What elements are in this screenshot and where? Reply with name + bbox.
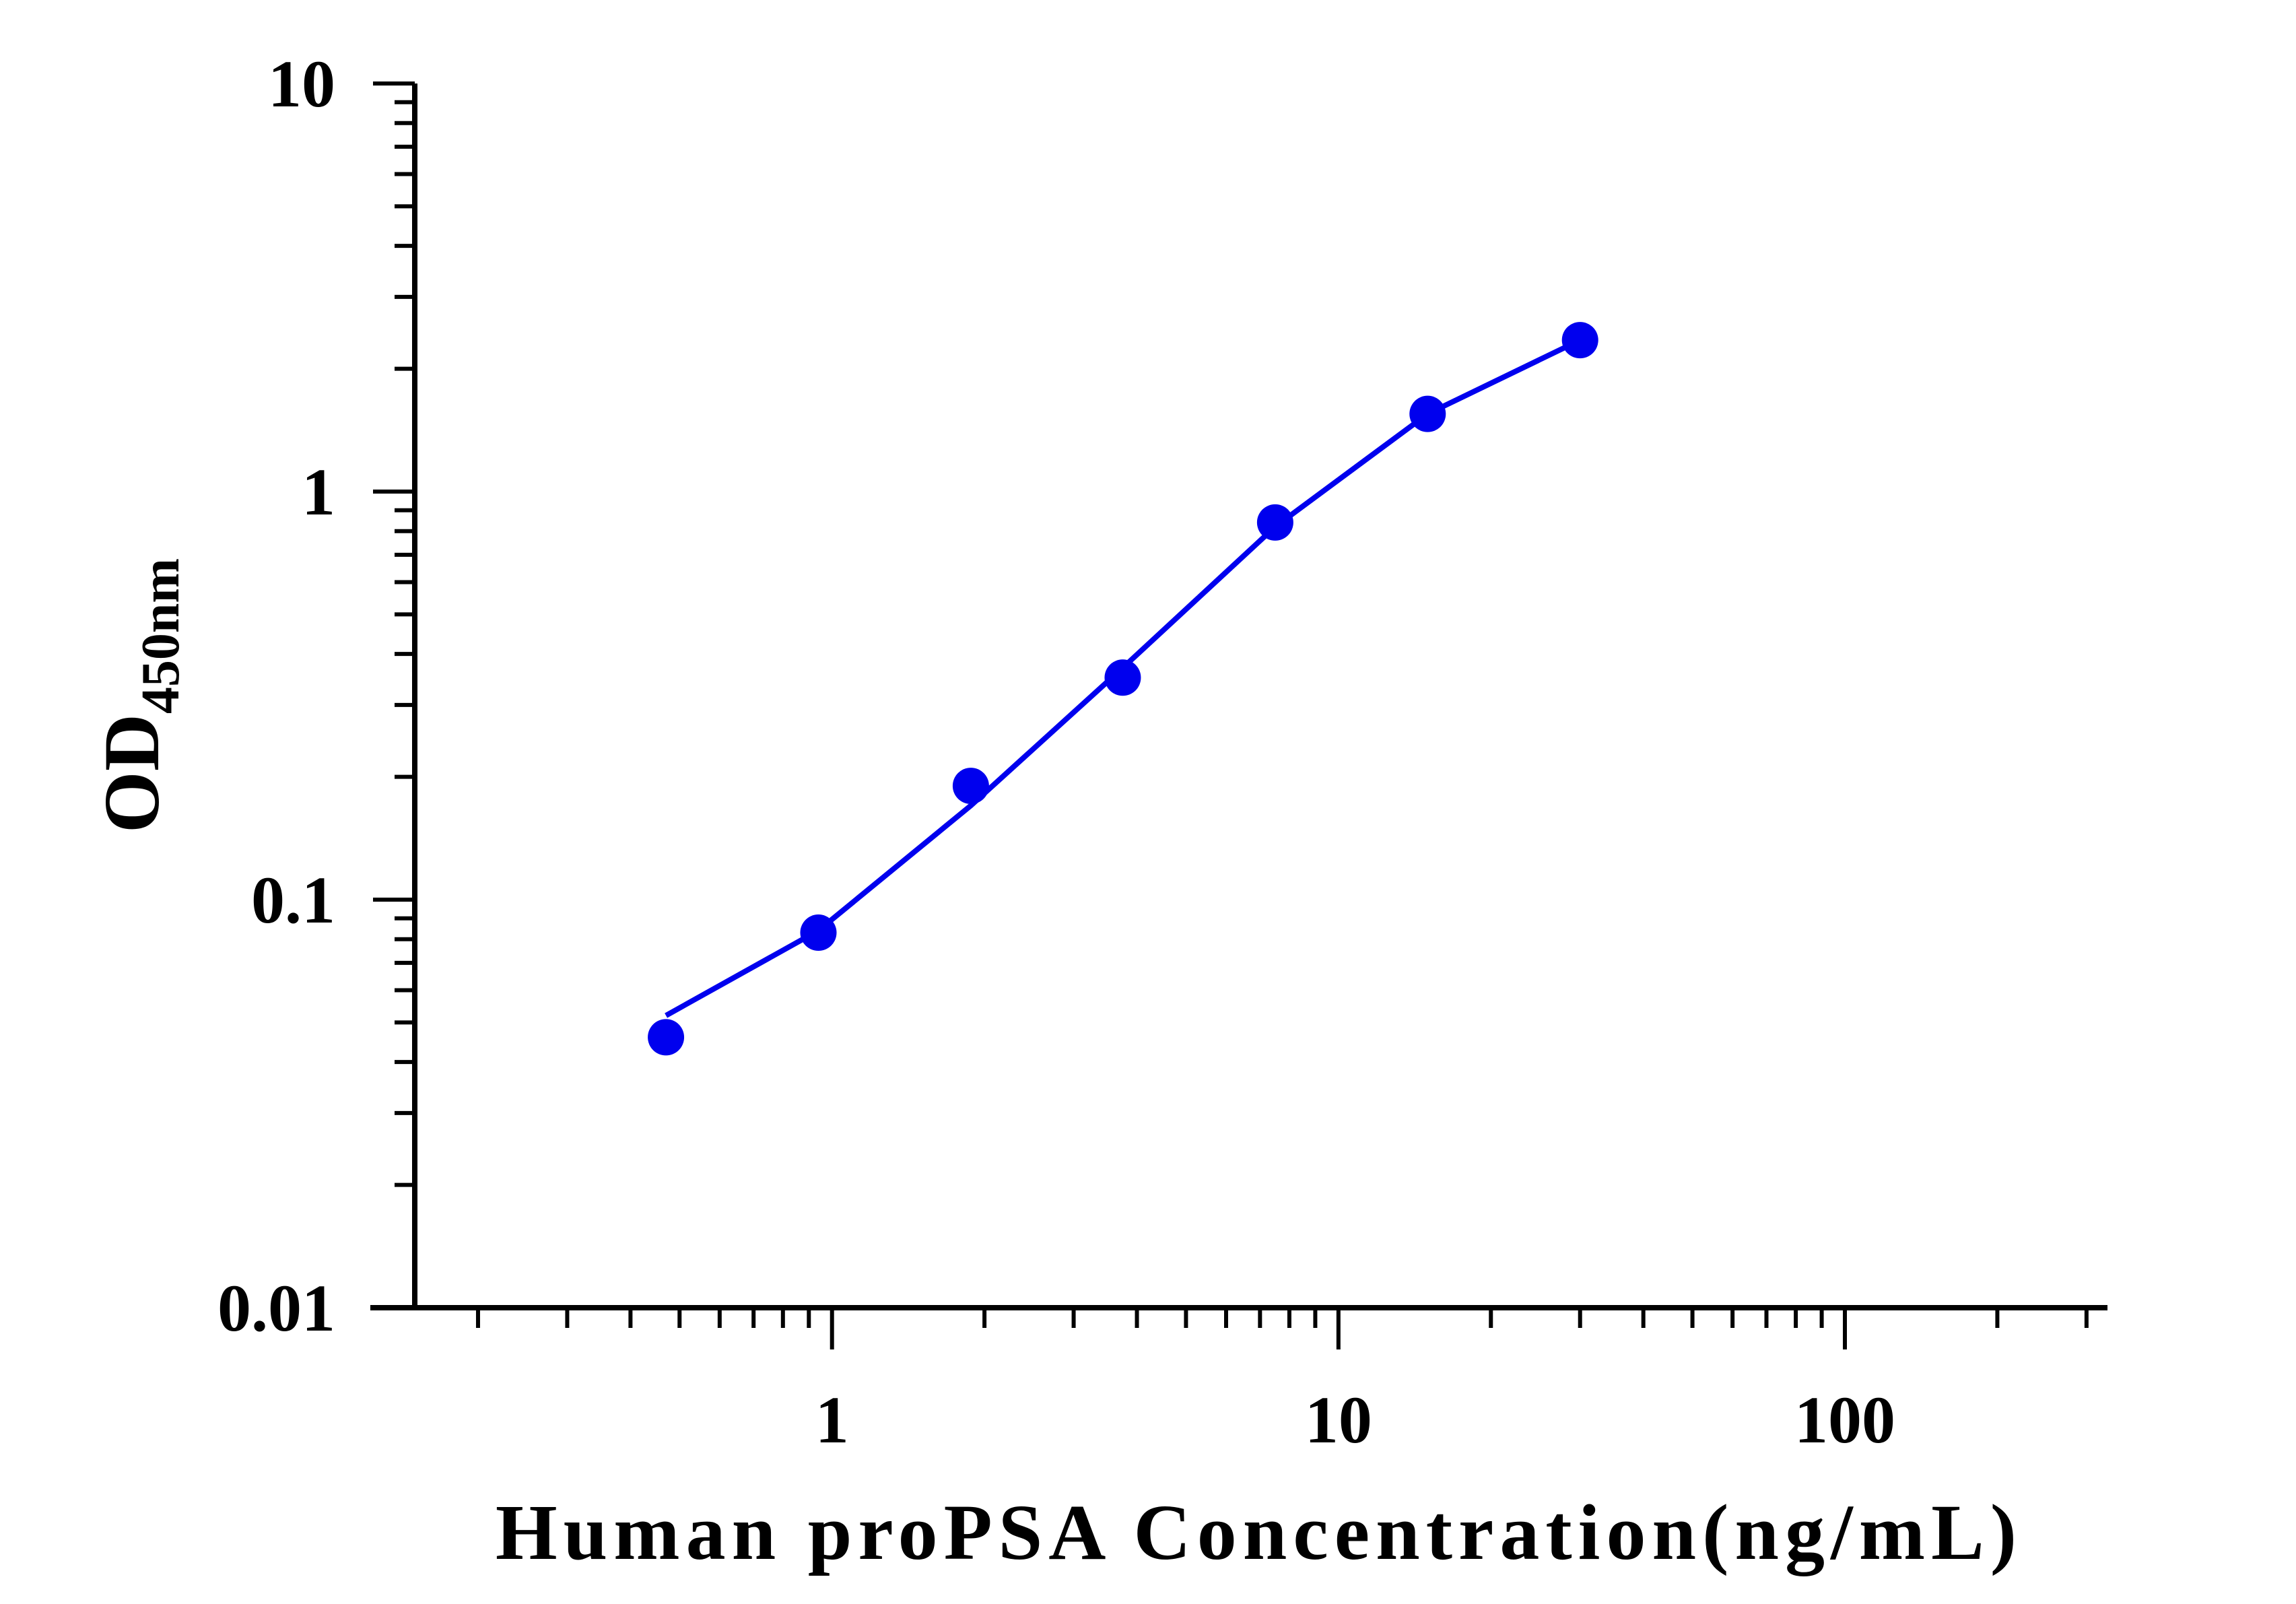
y-axis-minor-ticks — [395, 100, 415, 1187]
y-tick-label: 1 — [302, 455, 335, 529]
data-point — [800, 914, 837, 951]
y-tick-label: 0.01 — [217, 1271, 335, 1345]
data-point — [1104, 659, 1141, 696]
x-axis-minor-ticks — [475, 1308, 2089, 1328]
series-layer — [648, 322, 1598, 1056]
y-axis-major-ticks — [373, 81, 415, 1310]
x-tick-label: 1 — [815, 1382, 849, 1457]
x-tick-label: 100 — [1794, 1382, 1895, 1457]
x-axis-tick-labels: 1 10 100 — [815, 1382, 1895, 1457]
data-point — [1409, 395, 1446, 432]
x-tick-label: 10 — [1305, 1382, 1372, 1457]
y-axis-title-subscript: 450nm — [131, 558, 191, 714]
y-axis-title: OD450nm — [88, 558, 191, 833]
data-point — [1256, 504, 1293, 541]
data-point — [952, 768, 989, 805]
y-axis-title-main: OD — [88, 714, 176, 833]
x-axis-title: Human proPSA Concentration(ng/mL) — [496, 1488, 2023, 1576]
y-axis-tick-labels: 0.01 0.1 1 10 — [217, 46, 335, 1345]
x-axis-major-ticks — [830, 1308, 1848, 1349]
y-tick-label: 0.1 — [251, 863, 335, 937]
data-point — [648, 1019, 685, 1056]
y-tick-label: 10 — [268, 46, 335, 121]
data-point — [1561, 322, 1598, 359]
